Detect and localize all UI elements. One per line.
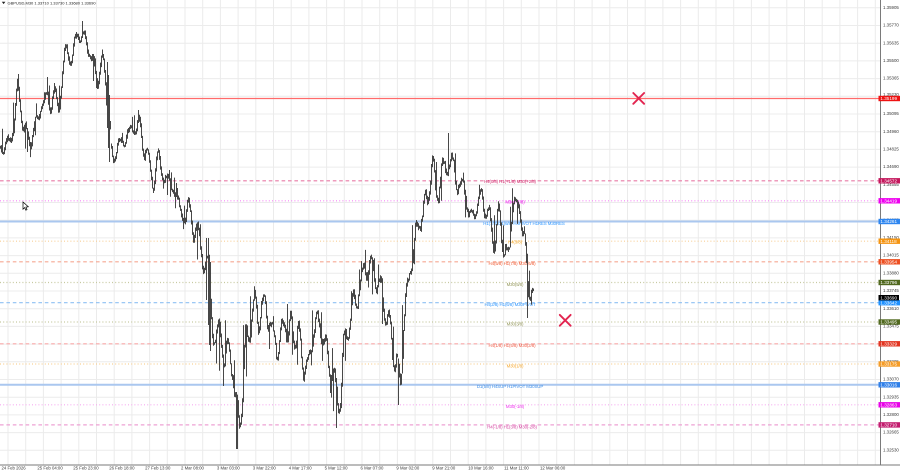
- svg-text:1.34825: 1.34825: [883, 147, 899, 152]
- svg-text:1.33610: 1.33610: [883, 306, 899, 311]
- svg-text:1.34960: 1.34960: [883, 129, 899, 134]
- svg-text:1.33642: 1.33642: [880, 300, 897, 305]
- svg-text:1.33016: 1.33016: [880, 383, 897, 388]
- svg-text:1.35095: 1.35095: [883, 111, 899, 116]
- svg-text:1.34118: 1.34118: [880, 239, 897, 244]
- svg-text:26 Feb 18:00: 26 Feb 18:00: [109, 466, 135, 471]
- svg-text:25 Feb 04:00: 25 Feb 04:00: [37, 466, 63, 471]
- svg-text:1.34261: 1.34261: [880, 219, 897, 224]
- svg-text:6 Mar 07:00: 6 Mar 07:00: [361, 466, 385, 471]
- svg-text:H4(2/8) H1(6/8) M30PIVOT: H4(2/8) H1(6/8) M30PIVOT: [484, 302, 535, 307]
- svg-text:H1(7/8) D1(6/8) H4PIVOT H1RES: H1(7/8) D1(6/8) H4PIVOT H1RES M30RES: [483, 221, 565, 226]
- svg-text:1.33175: 1.33175: [880, 362, 897, 367]
- svg-text:1.34015: 1.34015: [883, 253, 899, 258]
- svg-text:1.32530: 1.32530: [883, 447, 899, 452]
- svg-text:4 Mar 17:00: 4 Mar 17:00: [289, 466, 313, 471]
- svg-text:1.35365: 1.35365: [883, 76, 899, 81]
- svg-text:M30(-1/8): M30(-1/8): [506, 404, 525, 409]
- svg-text:1.33070: 1.33070: [883, 377, 899, 382]
- svg-text:H4(-1/8) H1(3/8) M30(-2/8): H4(-1/8) H1(3/8) M30(-2/8): [487, 424, 537, 429]
- svg-text:H4(3/8): H4(3/8): [508, 240, 523, 245]
- svg-text:1.33745: 1.33745: [883, 288, 899, 293]
- svg-text:1.32863: 1.32863: [880, 403, 897, 408]
- svg-text:10 Mar 16:00: 10 Mar 16:00: [468, 466, 494, 471]
- svg-text:1.32935: 1.32935: [883, 394, 899, 399]
- svg-text:1.33690: 1.33690: [880, 295, 897, 300]
- svg-text:2 Mar 08:00: 2 Mar 08:00: [181, 466, 205, 471]
- svg-text:1.34690: 1.34690: [883, 164, 899, 169]
- svg-text:1.34555: 1.34555: [883, 182, 899, 187]
- svg-text:1.34572: 1.34572: [880, 179, 897, 184]
- svg-text:1.33495: 1.33495: [880, 320, 897, 325]
- svg-text:1.33329: 1.33329: [880, 342, 897, 347]
- svg-text:1.32665: 1.32665: [883, 430, 899, 435]
- svg-text:12 Mar 06:00: 12 Mar 06:00: [540, 466, 566, 471]
- svg-text:H4(0/8) H1(+1/8) M30(+2/8): H4(0/8) H1(+1/8) M30(+2/8): [484, 179, 536, 184]
- svg-text:1.35905: 1.35905: [883, 5, 899, 10]
- svg-text:9 Mar 21:00: 9 Mar 21:00: [432, 466, 456, 471]
- svg-text:1.34419: 1.34419: [880, 199, 897, 204]
- svg-text:11 Mar 11:00: 11 Mar 11:00: [504, 466, 529, 471]
- svg-text:5 Mar 12:00: 5 Mar 12:00: [325, 466, 349, 471]
- svg-text:H4(1/8) H1(5/8) M30(2/8): H4(1/8) H1(5/8) M30(2/8): [489, 343, 537, 348]
- svg-text:1.33954: 1.33954: [880, 260, 897, 265]
- svg-text:H4(5/8) H1(7/8) M30(6/8): H4(5/8) H1(7/8) M30(6/8): [489, 261, 537, 266]
- svg-text:1.35500: 1.35500: [883, 58, 899, 63]
- svg-text:M30(1/8): M30(1/8): [507, 364, 524, 369]
- svg-text:GBPUSD,M30 1.33710 1.33730 1.: GBPUSD,M30 1.33710 1.33730 1.33680 1.336…: [8, 1, 97, 6]
- svg-text:D1(5/8) H4SUP H1PIVOT M30SUP: D1(5/8) H4SUP H1PIVOT M30SUP: [477, 384, 544, 389]
- svg-text:1.32710: 1.32710: [880, 423, 897, 428]
- svg-text:1.34150: 1.34150: [883, 235, 899, 240]
- svg-text:M30(3/8): M30(3/8): [507, 322, 524, 327]
- svg-text:1.33796: 1.33796: [880, 280, 897, 285]
- svg-text:M30(5/8): M30(5/8): [507, 282, 524, 287]
- svg-text:1.35635: 1.35635: [883, 40, 899, 45]
- svg-text:1.33475: 1.33475: [883, 324, 899, 329]
- svg-text:25 Feb 23:00: 25 Feb 23:00: [73, 466, 99, 471]
- svg-text:24 Feb 2026: 24 Feb 2026: [2, 466, 27, 471]
- svg-text:3 Mar 03:00: 3 Mar 03:00: [217, 466, 241, 471]
- svg-text:1.32800: 1.32800: [883, 412, 899, 417]
- svg-text:1.35199: 1.35199: [880, 96, 897, 101]
- svg-text:9 Mar 02:00: 9 Mar 02:00: [396, 466, 420, 471]
- svg-text:1.35230: 1.35230: [883, 92, 899, 97]
- svg-text:1.33880: 1.33880: [883, 270, 899, 275]
- svg-text:1.35770: 1.35770: [883, 23, 899, 28]
- svg-text:M30(+1/8): M30(+1/8): [505, 200, 525, 205]
- svg-text:27 Feb 13:00: 27 Feb 13:00: [145, 466, 171, 471]
- svg-text:3 Mar 22:00: 3 Mar 22:00: [253, 466, 277, 471]
